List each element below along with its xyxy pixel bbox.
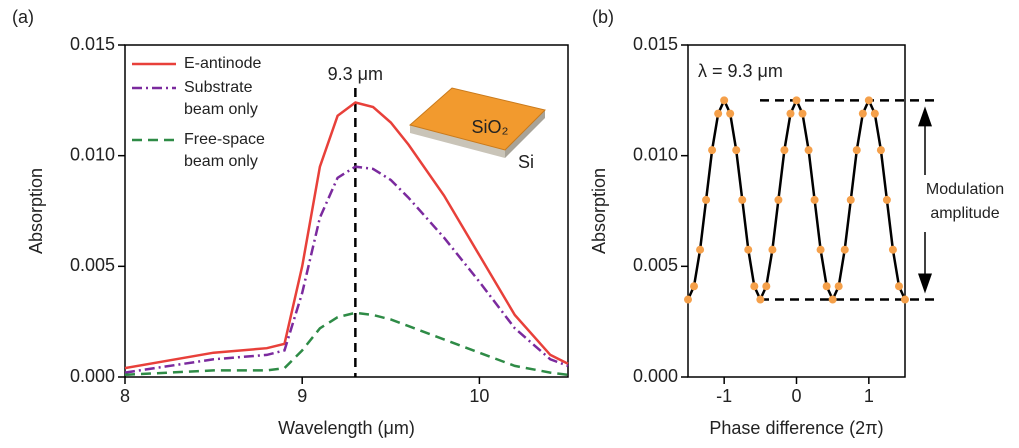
- series-line: [124, 165, 569, 374]
- data-point: [756, 295, 765, 304]
- data-point: [768, 245, 777, 254]
- data-point: [888, 245, 897, 254]
- data-point: [690, 282, 699, 291]
- y-tick-label: 0.010: [633, 144, 678, 164]
- data-point: [744, 245, 753, 254]
- data-point: [882, 195, 891, 204]
- y-tick-label: 0.005: [70, 255, 115, 275]
- y-tick-label: 0.000: [633, 366, 678, 386]
- series-line: [124, 311, 569, 377]
- data-point: [834, 282, 843, 291]
- data-point: [726, 109, 735, 118]
- x-tick-label: 0: [791, 386, 801, 406]
- legend-label: Substrate beam only: [184, 79, 258, 118]
- x-axis-label: Wavelength (μm): [278, 418, 415, 438]
- amplitude-label: amplitude: [930, 205, 999, 222]
- x-tick-label: 8: [120, 386, 130, 406]
- y-tick-label: 0.005: [633, 255, 678, 275]
- data-point: [780, 146, 789, 155]
- y-tick-label: 0.015: [633, 34, 678, 54]
- data-point: [798, 109, 807, 118]
- legend-entry: Substrate beam only: [184, 79, 258, 118]
- annotation: λ = 9.3 μm: [698, 61, 783, 81]
- panel-label: (b): [592, 7, 614, 27]
- legend-entry: E-antinode: [184, 55, 262, 72]
- y-axis-label: Absorption: [26, 168, 46, 254]
- legend-label: E-antinode: [184, 55, 262, 72]
- inset-label: SiO₂: [472, 117, 509, 137]
- y-tick-label: 0.010: [70, 144, 115, 164]
- x-tick-label: -1: [716, 386, 732, 406]
- x-tick-label: 1: [864, 386, 874, 406]
- annotation: 9.3 μm: [328, 64, 383, 84]
- series-line: [686, 97, 907, 303]
- arrow-head: [918, 273, 932, 294]
- data-point: [858, 109, 867, 118]
- data-point: [750, 282, 759, 291]
- y-axis-label: Absorption: [589, 168, 609, 254]
- data-point: [774, 195, 783, 204]
- data-point: [894, 282, 903, 291]
- data-point: [714, 109, 723, 118]
- data-point: [846, 195, 855, 204]
- arrow-head: [918, 106, 932, 127]
- inset-film: [408, 87, 546, 151]
- x-tick-label: 10: [469, 386, 489, 406]
- data-point: [852, 146, 861, 155]
- x-axis-label: Phase difference (2π): [709, 418, 883, 438]
- data-point: [786, 109, 795, 118]
- inset: [408, 87, 546, 158]
- inset-substrate: [410, 125, 505, 158]
- data-point: [876, 146, 885, 155]
- data-point: [684, 295, 692, 304]
- data-point: [792, 96, 801, 105]
- data-point: [732, 146, 741, 155]
- legend-entry: Free-space beam only: [184, 131, 265, 170]
- inset-side: [505, 110, 545, 158]
- data-point: [816, 245, 825, 254]
- x-tick-label: 9: [297, 386, 307, 406]
- panel-label: (a): [12, 7, 34, 27]
- plot-frame: [687, 44, 906, 378]
- data-point: [828, 295, 837, 304]
- data-point: [738, 195, 747, 204]
- data-point: [810, 195, 819, 204]
- data-point: [708, 146, 717, 155]
- data-point: [901, 295, 909, 304]
- data-point: [762, 282, 771, 291]
- data-point: [702, 195, 711, 204]
- data-point: [720, 96, 729, 105]
- data-point: [822, 282, 831, 291]
- plot-frame: [124, 44, 569, 378]
- inset-label: Si: [518, 152, 534, 172]
- amplitude-label: Modulation: [926, 181, 1004, 198]
- series-line: [124, 101, 569, 370]
- y-tick-label: 0.000: [70, 366, 115, 386]
- data-point: [864, 96, 873, 105]
- data-point: [696, 245, 705, 254]
- data-point: [840, 245, 849, 254]
- y-tick-label: 0.015: [70, 34, 115, 54]
- data-point: [870, 109, 879, 118]
- data-point: [804, 146, 813, 155]
- legend-label: Free-space beam only: [184, 131, 265, 170]
